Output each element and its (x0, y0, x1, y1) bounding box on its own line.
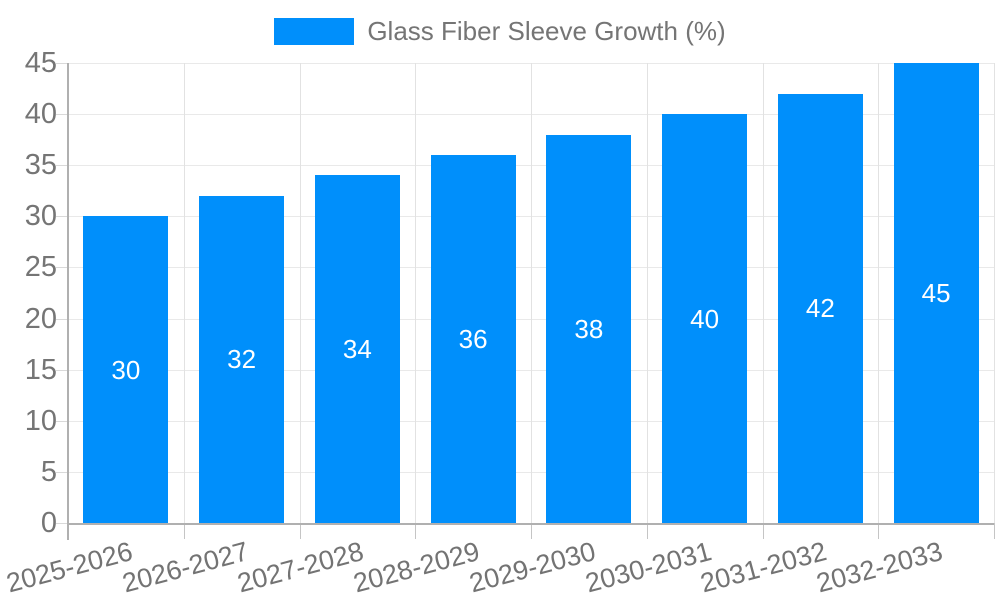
bar[interactable] (893, 63, 979, 523)
y-axis-label: 30 (24, 200, 57, 233)
x-axis-tick (299, 523, 301, 539)
x-axis-label: 2029-2030 (465, 536, 599, 599)
gridline-vertical (762, 63, 764, 523)
x-axis-label: 2026-2027 (118, 536, 252, 599)
x-axis-tick (531, 523, 532, 539)
x-axis-tick (415, 523, 417, 539)
bar[interactable] (83, 216, 169, 523)
bar-value-label: 32 (227, 344, 257, 375)
x-axis-tick (762, 523, 764, 539)
bar-value-label: 45 (921, 278, 951, 308)
x-axis-label: 2025-2026 (2, 536, 136, 599)
y-axis-tick (56, 369, 68, 371)
y-axis-label: 35 (24, 149, 57, 182)
gridline-vertical (994, 63, 995, 523)
y-axis-tick (56, 318, 68, 320)
y-axis-tick (56, 114, 68, 116)
y-axis-label: 20 (24, 302, 57, 335)
bar[interactable] (546, 134, 632, 523)
y-axis-tick (56, 471, 68, 473)
x-axis-label: 2032-2033 (813, 536, 946, 599)
bar-value-label: 34 (342, 334, 372, 365)
y-axis-label: 45 (24, 47, 57, 79)
x-axis-label: 2030-2031 (581, 536, 715, 599)
bar-value-label: 38 (574, 313, 604, 344)
x-axis-tick (878, 523, 880, 539)
y-axis-label: 0 (40, 507, 57, 539)
y-axis-label: 15 (24, 353, 57, 386)
y-axis-label: 10 (24, 404, 57, 437)
gridline-vertical (878, 63, 880, 523)
y-axis-tick (56, 216, 68, 218)
bar-value-label: 40 (690, 303, 720, 334)
bar-value-label: 36 (458, 324, 488, 354)
bar[interactable] (662, 114, 748, 523)
bar[interactable] (199, 195, 285, 523)
x-axis-tick (994, 523, 995, 539)
gridline-vertical (183, 63, 185, 523)
x-axis-label: 2031-2032 (697, 536, 830, 599)
legend-swatch (274, 18, 355, 45)
bar-value-label: 30 (111, 354, 141, 385)
y-axis-label: 25 (24, 251, 57, 284)
y-axis-tick (56, 267, 68, 269)
x-axis-line (68, 523, 994, 525)
y-axis-label: 5 (40, 455, 57, 488)
bar-value-label: 42 (805, 293, 835, 324)
bar[interactable] (777, 93, 863, 523)
x-axis-label: 2028-2029 (350, 536, 483, 599)
gridline-vertical (299, 63, 301, 523)
y-axis-tick (56, 165, 68, 167)
gridline-vertical (531, 63, 532, 523)
legend[interactable]: Glass Fiber Sleeve Growth (%) (0, 16, 1000, 47)
y-axis-tick (56, 420, 68, 422)
y-axis-tick (56, 63, 68, 64)
x-axis-label: 2027-2028 (234, 536, 367, 599)
bar[interactable] (314, 175, 400, 523)
legend-label: Glass Fiber Sleeve Growth (%) (367, 16, 726, 46)
gridline-vertical (646, 63, 648, 523)
gridline-vertical (415, 63, 417, 523)
y-axis-tick (56, 523, 68, 524)
bar[interactable] (430, 155, 516, 523)
y-axis-line (67, 63, 69, 540)
x-axis-tick (183, 523, 185, 539)
y-axis-label: 40 (24, 98, 57, 131)
x-axis-tick (646, 523, 648, 539)
